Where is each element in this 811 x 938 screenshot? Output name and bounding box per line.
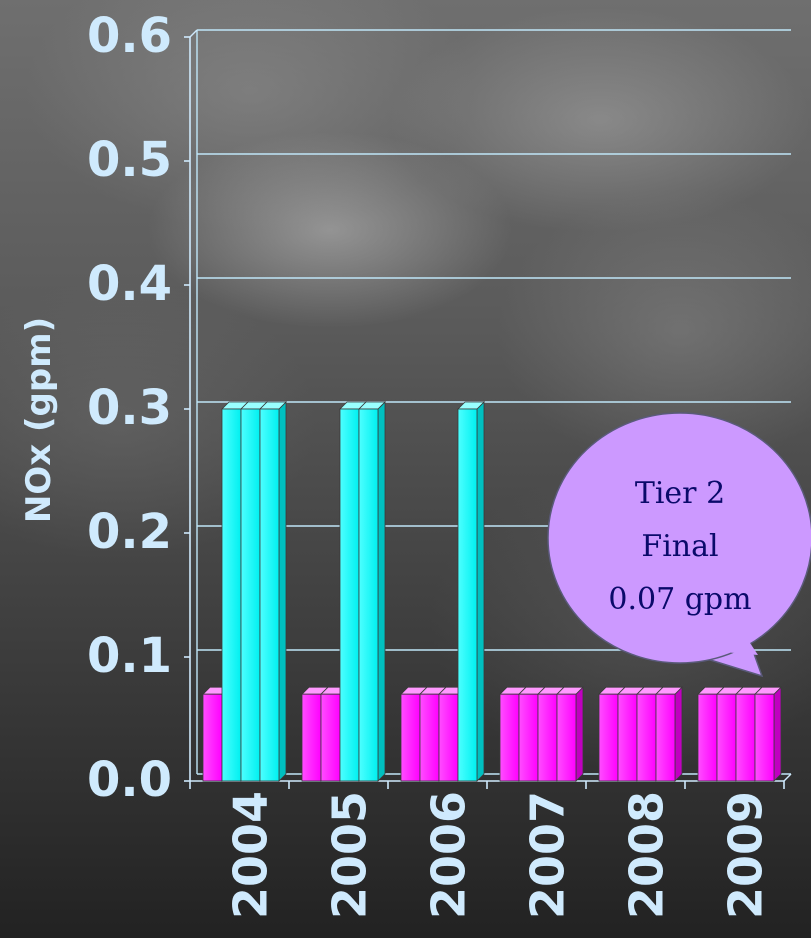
y-tick-label: 0.2	[87, 504, 172, 560]
bar-front	[735, 693, 756, 782]
x-tick-label: 2004	[224, 791, 278, 919]
bar	[655, 686, 683, 782]
bar-side	[377, 401, 386, 782]
bar-side	[773, 686, 782, 782]
bar-front	[716, 693, 737, 782]
y-tick-label: 0.0	[87, 752, 172, 808]
bar-front	[598, 693, 619, 782]
y-tick-label: 0.5	[87, 132, 172, 188]
tier2-callout: Tier 2 Final 0.07 gpm	[547, 412, 811, 678]
y-axis-title: NOx (gpm)	[19, 317, 59, 523]
bar-front	[499, 693, 520, 782]
bar	[556, 686, 584, 782]
y-tick-label: 0.1	[87, 628, 172, 684]
bar-front	[438, 693, 459, 782]
callout-text-line: Tier 2	[635, 476, 725, 511]
bar-front	[518, 693, 539, 782]
bar-side	[674, 686, 683, 782]
bar-front	[358, 408, 379, 782]
bar-front	[419, 693, 440, 782]
callout-bubble	[547, 412, 811, 664]
bar-front	[617, 693, 638, 782]
y-tick-label: 0.3	[87, 380, 172, 436]
floor-right-connector	[783, 773, 792, 782]
bar-side	[278, 401, 287, 782]
bar	[754, 686, 782, 782]
y-tick-label: 0.6	[87, 8, 172, 64]
x-tick-label: 2008	[620, 791, 674, 919]
bar-front	[240, 408, 261, 782]
bar	[358, 401, 386, 782]
bar-front	[320, 693, 341, 782]
bar-front	[636, 693, 657, 782]
bar-front	[754, 693, 775, 782]
callout-text-line: Final	[641, 529, 718, 564]
bars	[202, 401, 782, 782]
bar-front	[259, 408, 280, 782]
bar-side	[476, 401, 485, 782]
y-axis-top-connector	[189, 29, 198, 38]
bar-front	[457, 408, 478, 782]
callout-join	[690, 628, 758, 655]
bar-front	[400, 693, 421, 782]
bar-front	[537, 693, 558, 782]
bar-front	[221, 408, 242, 782]
bar	[457, 401, 485, 782]
y-tick-label: 0.4	[87, 256, 172, 312]
bar-side	[575, 686, 584, 782]
x-tick-label: 2006	[422, 791, 476, 919]
bar-front	[202, 693, 223, 782]
bar-front	[697, 693, 718, 782]
callout-text-line: 0.07 gpm	[608, 582, 751, 617]
bar-front	[556, 693, 577, 782]
x-tick-label: 2009	[719, 791, 773, 919]
x-tick-label: 2005	[323, 791, 377, 919]
bar-front	[655, 693, 676, 782]
bar-front	[301, 693, 322, 782]
bar-front	[339, 408, 360, 782]
axes	[184, 29, 792, 789]
bar	[259, 401, 287, 782]
tick-labels: 0.0 0.1 0.2 0.3 0.4 0.5 0.6 2004 2005 2006 2007 200…	[19, 8, 773, 919]
x-tick-label: 2007	[521, 791, 575, 919]
